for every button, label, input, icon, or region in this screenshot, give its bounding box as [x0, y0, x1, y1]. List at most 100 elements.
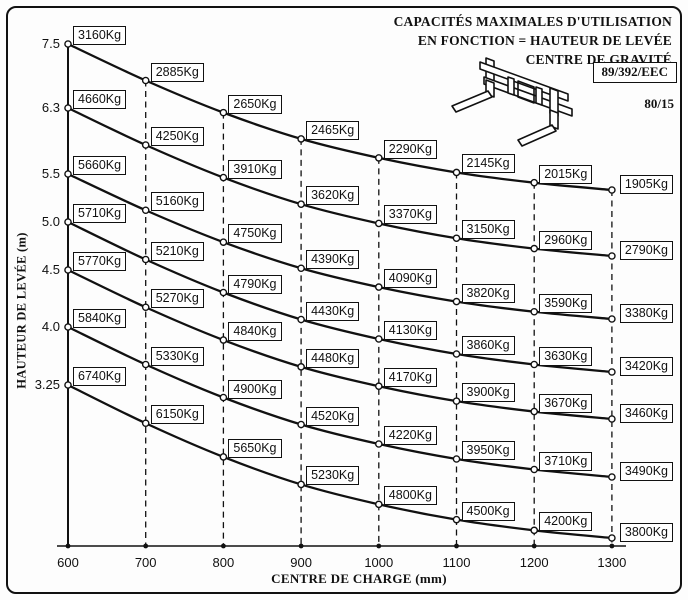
data-point-marker — [452, 168, 461, 177]
x-tick-label: 800 — [212, 555, 235, 570]
data-point-marker — [141, 303, 150, 312]
data-point-marker — [141, 419, 150, 428]
data-point-marker — [608, 473, 616, 481]
data-point-marker — [297, 135, 305, 143]
data-point-marker — [141, 141, 150, 149]
capacity-label: 1905Kg — [619, 175, 673, 194]
data-point-marker — [219, 238, 228, 246]
x-axis-tick-dot — [531, 543, 537, 549]
x-tick-label: 1200 — [519, 555, 549, 570]
data-point-marker — [374, 283, 383, 291]
data-point-marker — [608, 315, 616, 323]
y-tick-label: 6.3 — [41, 100, 60, 115]
data-point-marker — [219, 336, 228, 344]
capacity-label: 4090Kg — [383, 269, 437, 289]
capacity-curve — [67, 268, 613, 421]
data-point-marker — [452, 455, 461, 463]
data-point-marker — [530, 307, 539, 316]
x-tick-label: 1100 — [442, 555, 471, 570]
x-tick-label: 1000 — [364, 555, 394, 570]
capacity-label: 2885Kg — [150, 62, 204, 82]
capacity-label: 2290Kg — [383, 139, 437, 159]
data-point-marker — [452, 297, 461, 306]
capacity-label: 3620Kg — [306, 186, 360, 206]
data-point-marker — [530, 407, 539, 416]
x-axis-title: CENTRE DE CHARGE (mm) — [271, 571, 447, 586]
capacity-label: 4480Kg — [306, 348, 360, 368]
data-point-marker — [219, 108, 228, 117]
x-axis-tick-dot — [609, 543, 615, 549]
capacity-label: 3150Kg — [461, 220, 515, 240]
chart-title-line-2: EN FONCTION = HAUTEUR DE LEVÉE — [417, 33, 672, 48]
y-tick-label: 5.0 — [41, 214, 60, 229]
data-point-marker — [141, 206, 150, 215]
capacity-label: 2790Kg — [619, 241, 673, 260]
capacity-label: 4430Kg — [306, 301, 360, 321]
data-point-marker — [297, 363, 305, 371]
data-point-marker — [141, 255, 150, 264]
capacity-label: 5650Kg — [228, 438, 282, 458]
data-point-marker — [530, 526, 539, 535]
data-point-marker — [64, 104, 72, 112]
capacity-label: 3490Kg — [619, 462, 673, 481]
capacity-label: 4800Kg — [383, 486, 437, 506]
capacity-label: 3420Kg — [619, 357, 673, 376]
capacity-label: 3590Kg — [539, 293, 593, 313]
capacity-label: 3670Kg — [539, 393, 593, 413]
data-point-marker — [452, 515, 461, 524]
x-tick-label: 1300 — [597, 555, 627, 570]
data-point-marker — [530, 360, 539, 369]
data-point-marker — [608, 415, 616, 423]
data-point-marker — [297, 315, 305, 324]
y-tick-label: 4.5 — [41, 262, 60, 277]
data-point-marker — [141, 76, 150, 85]
y-tick-label: 5.5 — [41, 166, 60, 181]
capacity-label: 6740Kg — [73, 367, 127, 386]
data-point-marker — [608, 534, 616, 542]
capacity-label: 3460Kg — [619, 404, 673, 423]
capacity-label: 3860Kg — [461, 336, 515, 355]
x-axis-tick-dot — [143, 543, 149, 549]
capacity-label: 4790Kg — [228, 274, 282, 294]
data-point-marker — [608, 368, 616, 376]
data-point-marker — [374, 500, 383, 509]
capacity-label: 3950Kg — [461, 441, 515, 460]
capacity-label: 3630Kg — [539, 346, 593, 366]
capacity-label: 4220Kg — [383, 426, 437, 445]
fork-carriage-icon — [451, 57, 573, 147]
capacity-label: 5230Kg — [306, 466, 360, 486]
data-point-marker — [219, 288, 228, 297]
capacity-label: 3910Kg — [228, 159, 282, 179]
x-axis-tick-dot — [221, 543, 226, 549]
capacity-label: 5770Kg — [73, 252, 127, 271]
data-point-marker — [374, 382, 383, 391]
y-tick-label: 4.0 — [41, 319, 60, 334]
data-point-marker — [219, 453, 228, 461]
data-point-marker — [608, 252, 616, 260]
y-tick-label: 7.5 — [41, 36, 60, 51]
data-point-marker — [530, 465, 539, 474]
data-point-marker — [452, 350, 461, 358]
data-point-marker — [64, 170, 72, 178]
capacity-label: 4500Kg — [461, 501, 515, 521]
capacity-label: 2650Kg — [228, 94, 282, 114]
capacity-label: 5710Kg — [73, 204, 127, 223]
capacity-label: 5330Kg — [150, 346, 204, 366]
data-point-marker — [374, 154, 383, 162]
capacity-label: 5160Kg — [150, 192, 204, 212]
capacity-label: 2960Kg — [539, 230, 593, 250]
x-axis-tick-dot — [376, 543, 382, 549]
capacity-label: 4390Kg — [306, 250, 360, 270]
data-point-marker — [64, 266, 72, 274]
data-point-marker — [64, 323, 72, 331]
data-point-marker — [608, 186, 616, 194]
chart-title: CAPACITÉS MAXIMALES D'UTILISATION EN FON… — [394, 12, 672, 69]
data-point-marker — [297, 264, 305, 273]
y-axis-title: HAUTEUR DE LEVÉE (m) — [14, 232, 29, 389]
data-point-marker — [374, 440, 383, 448]
capacity-label: 3160Kg — [73, 26, 127, 45]
eec-directive-badge: 89/392/EEC — [592, 62, 677, 83]
capacity-label: 4250Kg — [150, 127, 204, 146]
data-point-marker — [64, 218, 72, 226]
